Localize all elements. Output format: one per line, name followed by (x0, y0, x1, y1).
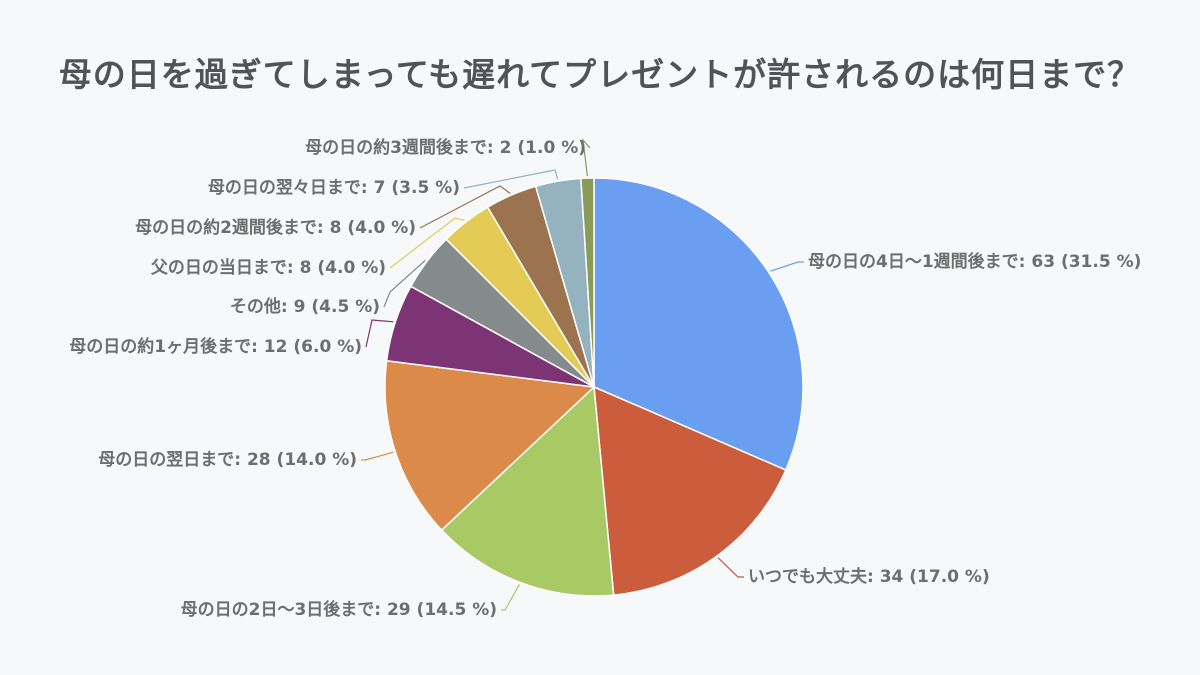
leader-line (770, 261, 804, 272)
pie-slice (384, 359, 596, 532)
slice-label: 母の日の約3週間後まで: 2 (1.0 %) (305, 137, 586, 158)
pie-slice (593, 385, 787, 596)
leader-line (361, 451, 394, 461)
slice-label: 母の日の翌日まで: 28 (14.0 %) (98, 450, 357, 470)
leader-line (389, 217, 465, 269)
pie-slice (593, 177, 804, 471)
chart-title: 母の日を過ぎてしまっても遅れてプレゼントが許されるのは何日まで？ (58, 55, 1142, 94)
pie-slice (580, 177, 595, 388)
leader-line (419, 185, 511, 229)
slice-label: その他: 9 (4.5 %) (230, 296, 380, 317)
leader-line (717, 557, 744, 578)
slice-label: 母の日の2日〜3日後まで: 29 (14.5 %) (181, 599, 497, 620)
slice-label: 父の日の当日まで: 8 (4.0 %) (150, 257, 386, 278)
slice-label: 母の日の翌々日まで: 7 (3.5 %) (208, 178, 460, 198)
leader-line (463, 169, 559, 189)
slice-label: 母の日の4日〜1週間後まで: 63 (31.5 %) (808, 251, 1141, 272)
leader-line (365, 319, 394, 348)
slice-label: 母の日の約2週間後まで: 8 (4.0 %) (135, 217, 416, 238)
slice-label: いつでも大丈夫: 34 (17.0 %) (748, 566, 990, 587)
leader-line (501, 584, 520, 611)
pie-slice (440, 385, 615, 597)
leader-line (383, 259, 426, 308)
leader-line (582, 138, 591, 177)
slice-label: 母の日の約1ヶ月後まで: 12 (6.0 %) (69, 336, 362, 357)
